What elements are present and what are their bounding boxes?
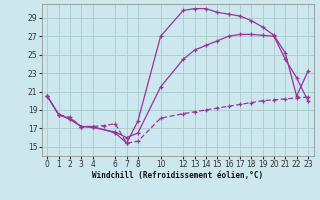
X-axis label: Windchill (Refroidissement éolien,°C): Windchill (Refroidissement éolien,°C): [92, 171, 263, 180]
